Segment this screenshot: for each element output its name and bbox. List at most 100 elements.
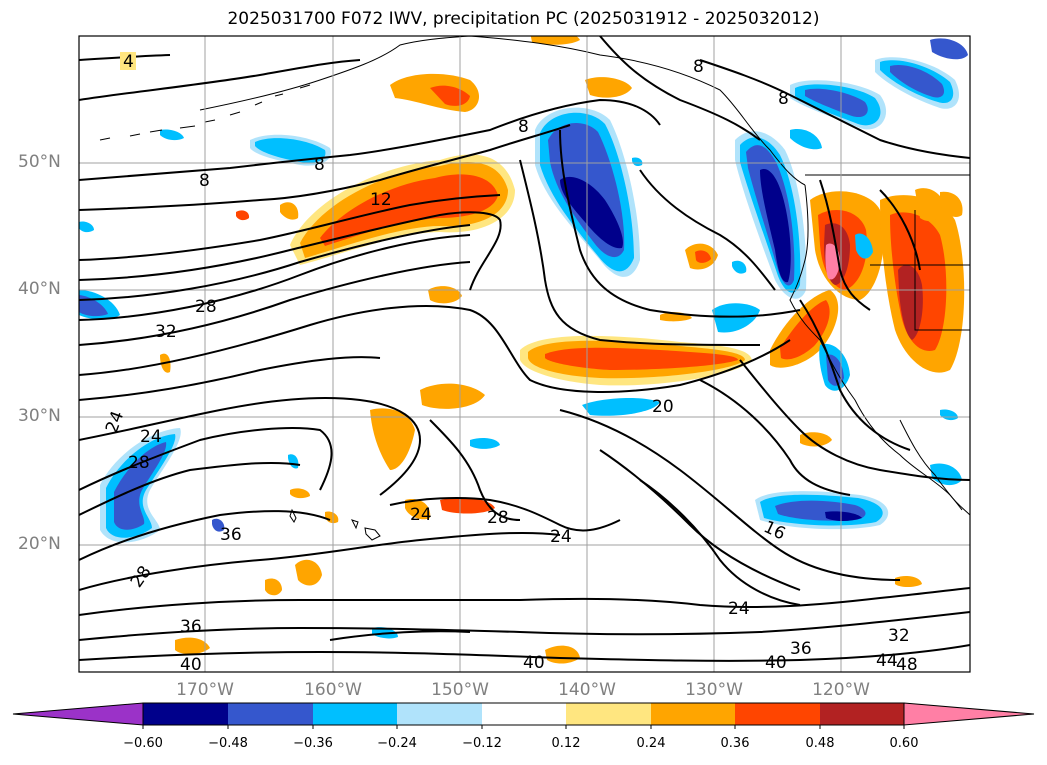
- colorbar: [12, 702, 1035, 729]
- contour-label: 44: [876, 651, 898, 671]
- lat-label-30n: 30°N: [18, 406, 61, 426]
- lat-label-20n: 20°N: [18, 534, 61, 554]
- lon-label-120w: 120°W: [812, 680, 870, 700]
- contour-label: 28: [128, 453, 150, 473]
- lat-label-50n: 50°N: [18, 152, 61, 172]
- colorbar-tick-label: −0.36: [293, 736, 333, 751]
- precip-region: [560, 176, 624, 249]
- precip-region: [175, 637, 210, 655]
- contour-label: 28: [487, 508, 509, 528]
- colorbar-tick-marks: [142, 725, 905, 729]
- colorbar-under-arrow: [12, 702, 144, 726]
- precip-region: [895, 576, 922, 587]
- aleutian-islands: [99, 84, 311, 141]
- contour-line: [79, 531, 561, 591]
- precip-region: [585, 77, 632, 98]
- contour-label: 8: [199, 171, 210, 191]
- contour-label: 8: [778, 89, 789, 109]
- contour-line: [599, 36, 761, 141]
- contour-label: 40: [765, 653, 787, 673]
- precip-region: [265, 578, 282, 596]
- precip-region: [280, 202, 299, 220]
- contour-line: [739, 359, 970, 481]
- contour-line: [639, 479, 801, 606]
- map-frame: [78, 35, 971, 673]
- contour-line: [559, 409, 901, 581]
- contour-line: [799, 299, 911, 451]
- lon-label-160w: 160°W: [304, 680, 362, 700]
- precip-region: [760, 169, 791, 283]
- contour-line: [879, 189, 921, 271]
- contour-line: [329, 630, 471, 641]
- precip-region: [805, 88, 868, 118]
- contour-line: [79, 211, 502, 291]
- contour-label: 36: [790, 639, 812, 659]
- contour-line: [79, 644, 970, 662]
- colorbar-swatch: [143, 703, 228, 725]
- precip-region: [790, 129, 822, 150]
- contour-line: [559, 129, 801, 318]
- contour-line: [639, 169, 776, 291]
- precip-region: [732, 260, 747, 274]
- contour-label: 40: [180, 655, 202, 675]
- precip-region: [440, 497, 495, 514]
- colorbar-swatch: [482, 703, 566, 725]
- precip-region: [160, 129, 184, 141]
- precip-region: [800, 432, 832, 447]
- colorbar-swatch: [313, 703, 397, 725]
- contour-label: 36: [220, 525, 242, 545]
- precip-region: [780, 300, 830, 360]
- contour-label: 36: [180, 617, 202, 637]
- colorbar-swatch: [735, 703, 820, 725]
- iwv-contours: [79, 36, 970, 662]
- contour-line: [79, 98, 661, 181]
- contour-line: [79, 356, 381, 401]
- colorbar-tick-label: 0.36: [720, 736, 750, 751]
- contour-line: [79, 194, 501, 261]
- precip-region: [212, 518, 225, 532]
- map-title: 2025031700 F072 IWV, precipitation PC (2…: [227, 9, 820, 29]
- contour-line: [79, 234, 471, 321]
- colorbar-tick-label: 0.12: [551, 736, 581, 751]
- contour-label: 8: [518, 117, 529, 137]
- alaska-coast: [199, 36, 806, 186]
- precip-region: [632, 157, 643, 167]
- contour-line: [79, 224, 471, 301]
- precip-region: [420, 383, 485, 409]
- precip-region: [915, 188, 945, 222]
- colorbar-frame: [142, 702, 905, 726]
- baja-coast: [899, 419, 963, 511]
- contour-label: 4: [123, 52, 134, 72]
- contour-line: [79, 587, 970, 616]
- precip-region: [825, 511, 862, 521]
- contour-label: 28: [195, 297, 217, 317]
- precip-region: [236, 210, 250, 221]
- contour-line: [79, 611, 970, 641]
- contour-line: [699, 379, 851, 496]
- contour-label: 40: [523, 653, 545, 673]
- precip-region: [470, 437, 500, 449]
- lat-label-40n: 40°N: [18, 279, 61, 299]
- contour-label: 12: [370, 190, 392, 210]
- colorbar-tick-label: 0.24: [636, 736, 666, 751]
- precip-region: [545, 347, 738, 370]
- contour-line: [389, 496, 621, 532]
- contour-line: [429, 419, 521, 521]
- precip-region: [930, 38, 968, 60]
- contour-label: 8: [314, 155, 325, 175]
- precip-region: [295, 559, 322, 586]
- colorbar-tick-label: 0.60: [889, 736, 919, 751]
- precip-region: [855, 233, 873, 259]
- island: [364, 527, 381, 541]
- colorbar-tick-label: −0.60: [123, 736, 163, 751]
- lon-label-150w: 150°W: [431, 680, 489, 700]
- contour-label: 20: [652, 397, 674, 417]
- contour-label: 24: [728, 599, 750, 619]
- precip-region: [890, 64, 945, 98]
- lon-label-170w: 170°W: [176, 680, 234, 700]
- contour-line: [79, 510, 331, 561]
- precip-region: [582, 398, 660, 416]
- contour-label: 8: [693, 57, 704, 77]
- contour-line: [819, 179, 871, 311]
